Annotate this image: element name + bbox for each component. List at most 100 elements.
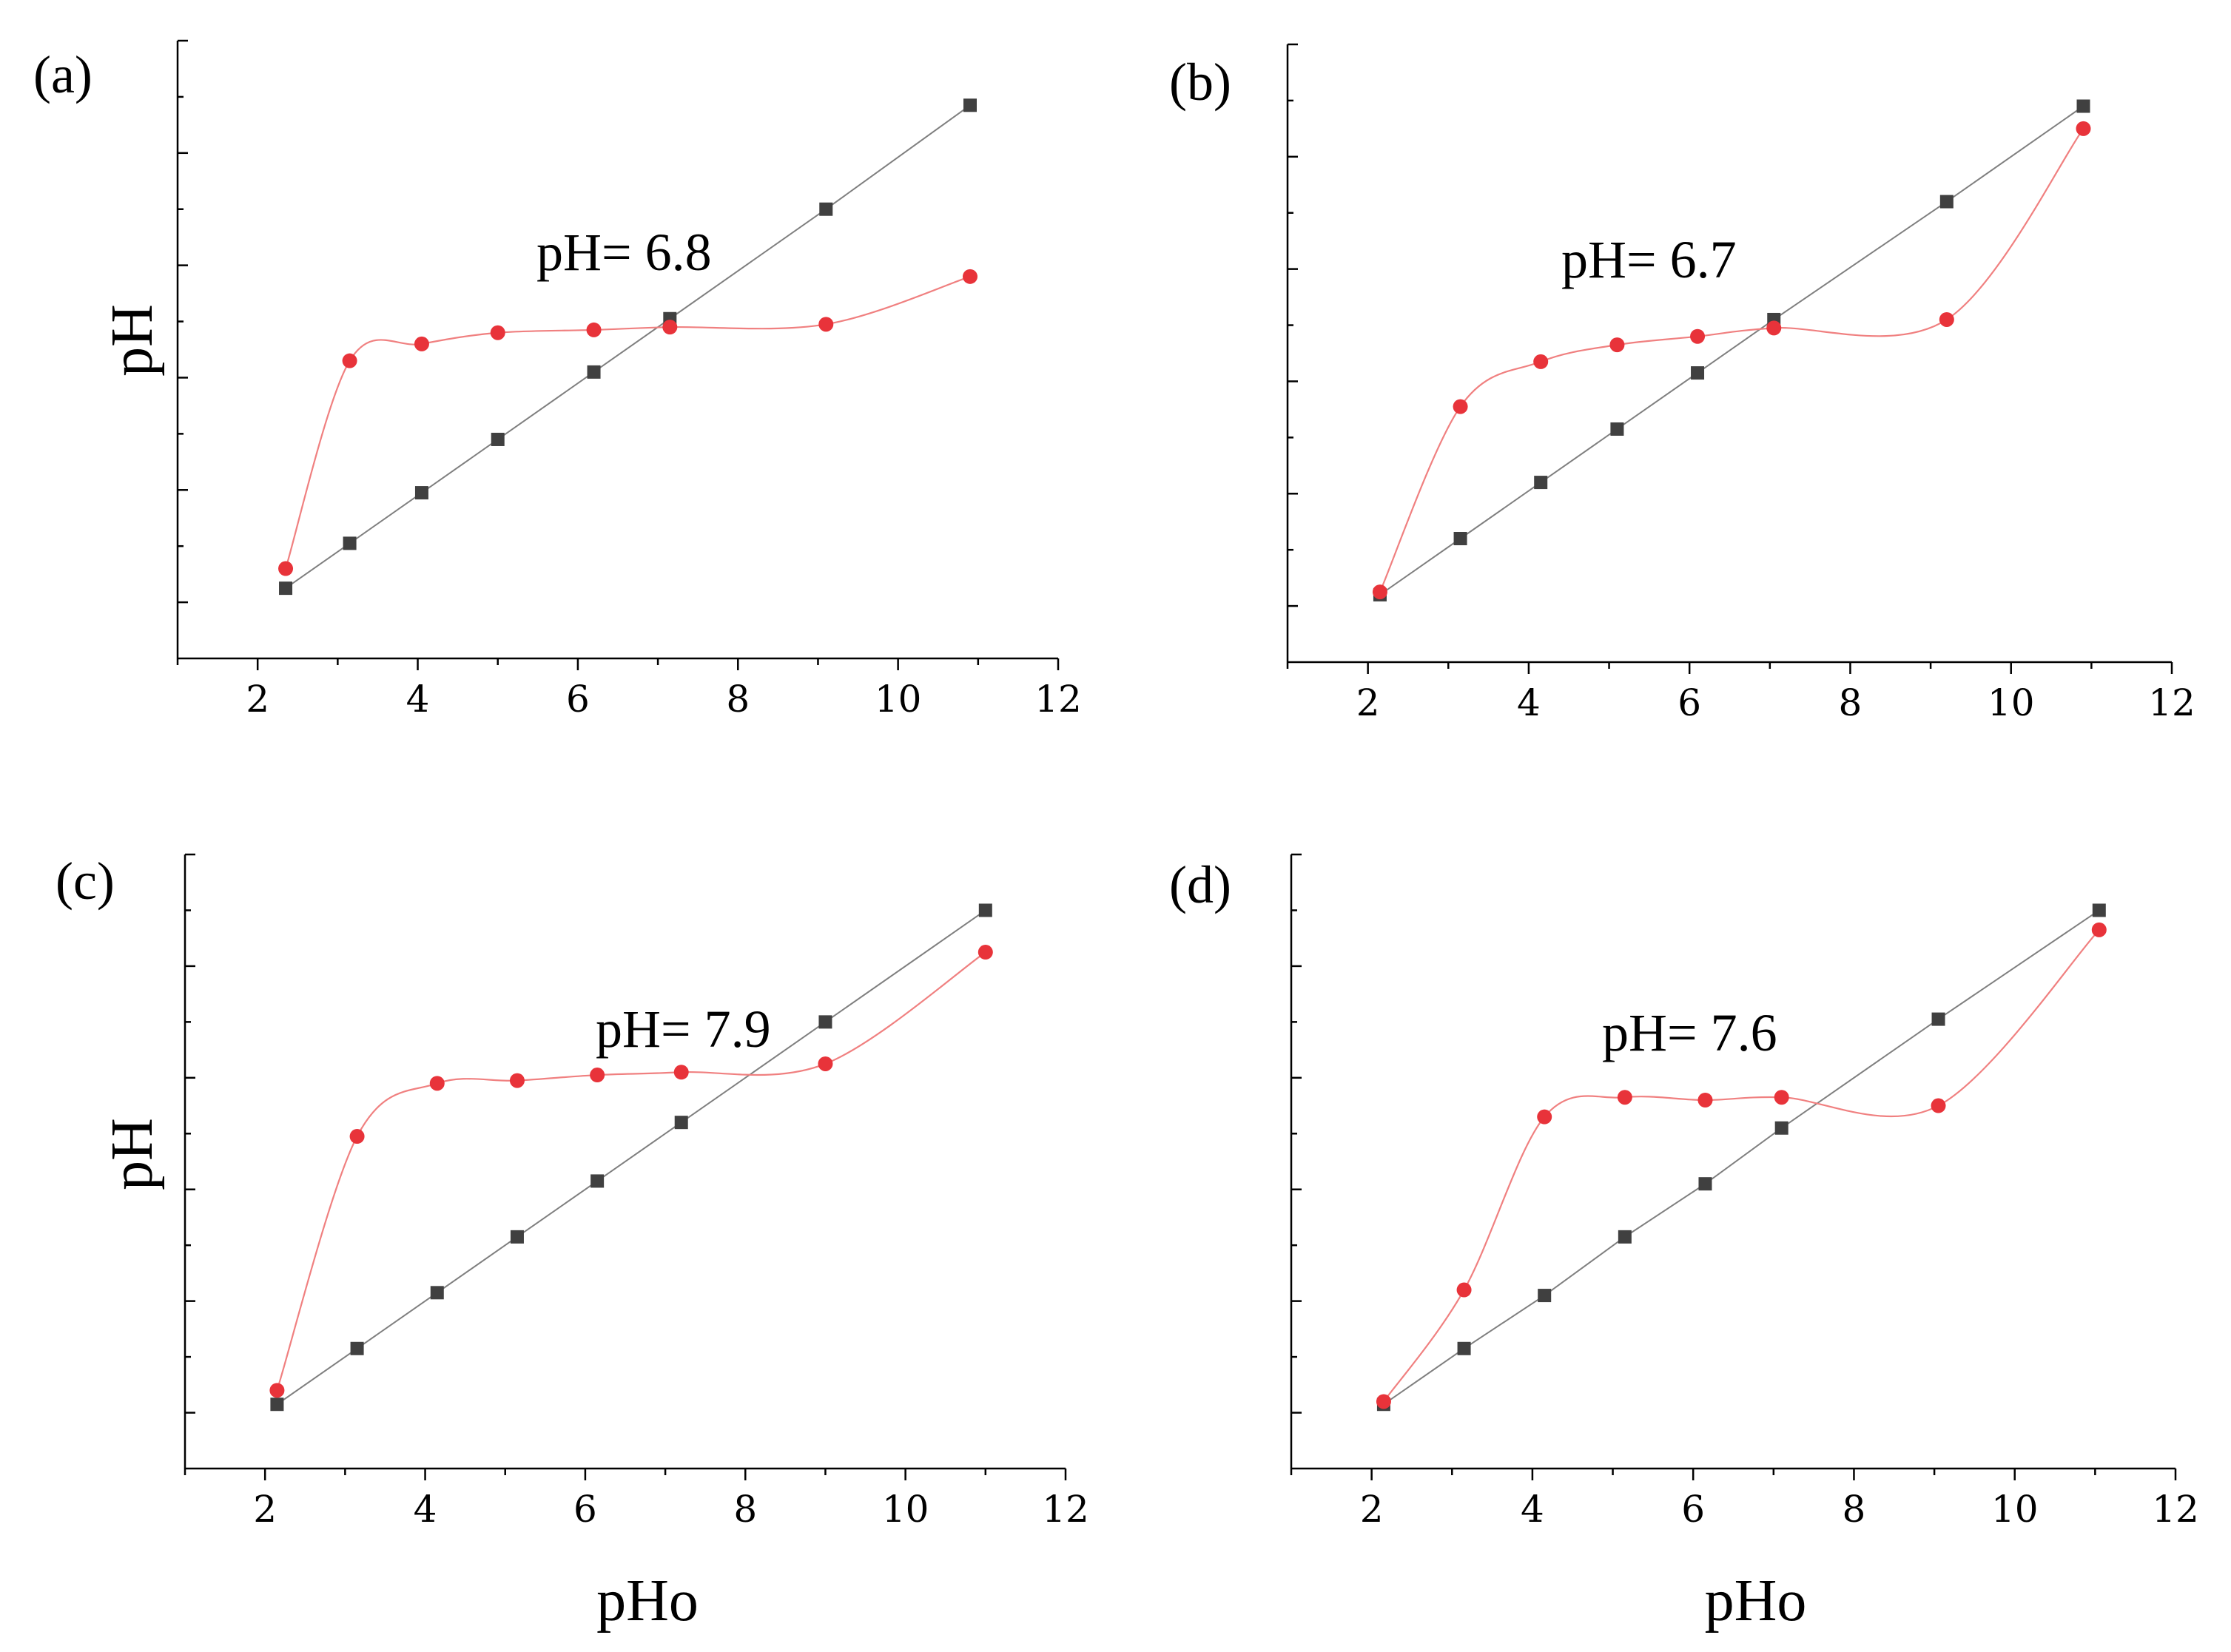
y-axis-label: pH xyxy=(100,304,165,377)
ph-annotation: pH= 7.6 xyxy=(1602,1003,1777,1062)
panel-a: 2 4 6 8 10 12 (a) pH= 6.8 pH xyxy=(33,39,1082,721)
measured-point xyxy=(963,269,977,284)
x-tick-label: 2 xyxy=(1360,1488,1384,1531)
x-tick-label: 12 xyxy=(2148,681,2195,724)
x-tick-label: 10 xyxy=(882,1488,929,1531)
panel-label: (b) xyxy=(1169,53,1231,112)
reference-point xyxy=(343,536,357,550)
reference-point xyxy=(350,1341,364,1355)
x-tick-label: 6 xyxy=(573,1488,597,1531)
reference-point xyxy=(491,432,505,446)
measured-point xyxy=(1537,1109,1552,1125)
x-tick-label: 4 xyxy=(406,678,430,721)
panel-b: 2 4 6 8 10 12 (b) pH= 6.7 xyxy=(1169,43,2195,724)
reference-point xyxy=(1774,1121,1788,1135)
x-tick-label: 8 xyxy=(733,1488,757,1531)
measured-point xyxy=(490,325,505,340)
ph-annotation: pH= 6.7 xyxy=(1561,230,1737,289)
measured-series-line xyxy=(1383,929,2100,1403)
x-axis-label: pHo xyxy=(596,1568,699,1634)
x-tick-label: 12 xyxy=(1034,678,1082,721)
x-tick-label: 8 xyxy=(1839,681,1862,724)
measured-point xyxy=(1690,328,1706,344)
panel-c: 2 4 6 8 10 12 (c) pH= 7.9 pH pHo xyxy=(55,852,1089,1634)
reference-point xyxy=(1610,422,1624,436)
x-tick-label: 4 xyxy=(414,1488,437,1531)
measured-point xyxy=(818,317,834,332)
reference-point xyxy=(430,1286,444,1300)
reference-point xyxy=(279,581,293,596)
reference-point xyxy=(963,98,977,112)
measured-series-line xyxy=(284,275,971,569)
x-tick-label: 6 xyxy=(1678,681,1701,724)
measured-point xyxy=(1453,399,1468,414)
measured-point xyxy=(349,1129,365,1144)
x-tick-label: 10 xyxy=(875,678,922,721)
reference-point xyxy=(1931,1012,1945,1026)
x-tick-label: 6 xyxy=(1681,1488,1705,1531)
measured-series-line xyxy=(1379,128,2084,593)
x-tick-label: 6 xyxy=(566,678,590,721)
measured-point xyxy=(1766,320,1782,336)
reference-point xyxy=(587,365,601,379)
reference-point xyxy=(510,1230,524,1244)
measured-point xyxy=(590,1068,605,1083)
x-tick-label: 12 xyxy=(1042,1488,1089,1531)
measured-point xyxy=(1774,1090,1789,1105)
reference-series-line xyxy=(285,104,971,589)
measured-point xyxy=(1609,337,1625,353)
reference-point xyxy=(1618,1230,1632,1244)
measured-point xyxy=(1456,1282,1472,1298)
measured-point xyxy=(1617,1090,1632,1105)
panel-label: (d) xyxy=(1169,855,1231,914)
reference-point xyxy=(1538,1289,1552,1303)
x-tick-label: 10 xyxy=(1991,1488,2039,1531)
ph-annotation: pH= 6.8 xyxy=(536,223,712,282)
reference-point xyxy=(1698,1177,1712,1191)
x-tick-label: 4 xyxy=(1521,1488,1544,1531)
reference-point xyxy=(414,486,428,500)
measured-point xyxy=(1931,1098,1946,1113)
y-axis-label: pH xyxy=(100,1118,165,1190)
measured-point xyxy=(2076,121,2091,136)
panel-label: (c) xyxy=(55,852,115,911)
measured-point xyxy=(509,1073,525,1088)
measured-point xyxy=(1372,584,1387,600)
measured-point xyxy=(2091,922,2107,937)
panel-label: (a) xyxy=(33,45,92,104)
reference-point xyxy=(1691,366,1705,380)
reference-point xyxy=(674,1116,688,1130)
reference-point xyxy=(2076,99,2090,113)
measured-point xyxy=(1533,354,1549,369)
x-tick-label: 8 xyxy=(1843,1488,1866,1531)
reference-point xyxy=(1457,1341,1471,1355)
measured-point xyxy=(818,1056,833,1071)
reference-point xyxy=(1453,532,1467,545)
reference-series-line xyxy=(1379,105,2084,596)
x-tick-label: 10 xyxy=(1988,681,2035,724)
reference-series-line xyxy=(1383,909,2100,1406)
reference-series-line xyxy=(276,909,986,1406)
measured-point xyxy=(662,320,678,335)
measured-point xyxy=(586,322,602,337)
x-axis-label: pHo xyxy=(1705,1568,1807,1634)
x-tick-label: 12 xyxy=(2152,1488,2199,1531)
measured-point xyxy=(269,1383,285,1398)
x-tick-label: 2 xyxy=(246,678,269,721)
reference-point xyxy=(1939,195,1954,209)
reference-point xyxy=(270,1398,284,1412)
x-tick-label: 2 xyxy=(1356,681,1380,724)
reference-point xyxy=(978,903,992,917)
reference-point xyxy=(819,202,833,216)
reference-point xyxy=(2092,903,2106,917)
measured-point xyxy=(673,1065,689,1080)
reference-point xyxy=(590,1174,605,1188)
x-tick-label: 4 xyxy=(1517,681,1541,724)
measured-point xyxy=(1697,1093,1713,1107)
measured-point xyxy=(278,561,294,576)
x-tick-label: 2 xyxy=(253,1488,277,1531)
measured-point xyxy=(429,1076,445,1091)
measured-point xyxy=(1376,1394,1391,1409)
reference-point xyxy=(818,1015,832,1029)
